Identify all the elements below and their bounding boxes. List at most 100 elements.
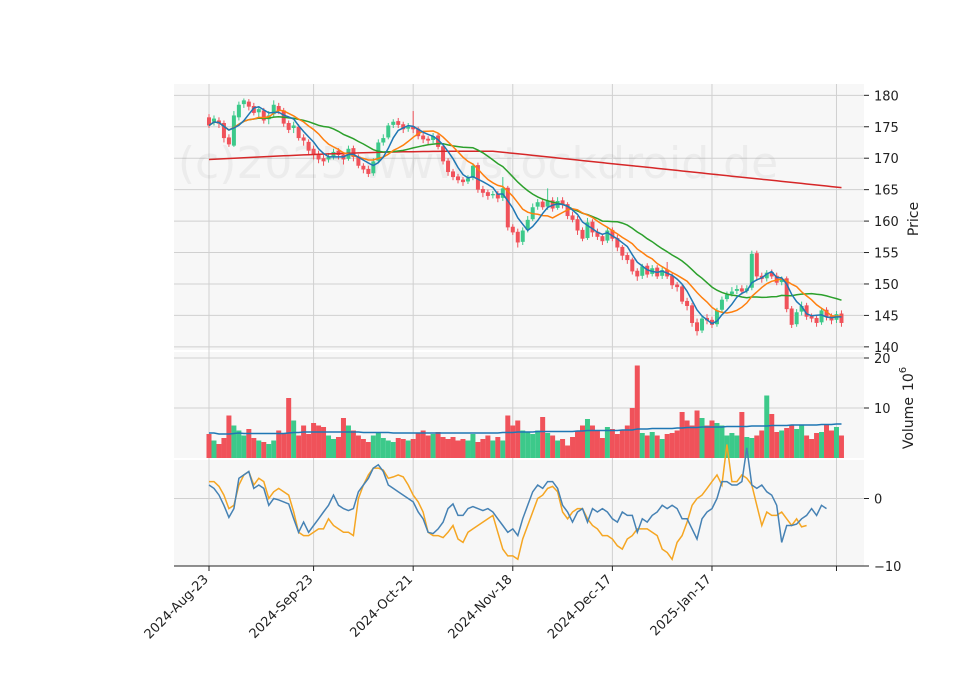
volume-bar (838, 435, 844, 458)
candle-body (525, 219, 530, 230)
candle-body (326, 156, 331, 160)
volume-bar (316, 425, 322, 458)
candle-body (356, 156, 361, 166)
price-axis-tick-label: 150 (874, 278, 899, 293)
candle-body (381, 138, 386, 143)
volume-bar (206, 434, 212, 458)
volume-bar (759, 430, 765, 458)
volume-bar (276, 430, 282, 458)
oscillator-panel-bg (174, 460, 864, 566)
volume-bar (470, 434, 476, 458)
price-axis-tick-label: 175 (874, 121, 899, 136)
volume-bar (530, 434, 536, 458)
candle-body (754, 253, 759, 277)
candle-body (251, 106, 256, 113)
candle-body (610, 229, 615, 239)
volume-bar (216, 444, 222, 458)
volume-bar (485, 435, 491, 458)
volume-bar (719, 425, 725, 458)
candle-body (495, 193, 500, 199)
volume-bar (674, 430, 680, 458)
volume-bar (291, 420, 297, 458)
volume-panel (206, 365, 844, 458)
candle-body (301, 137, 306, 141)
candle-body (207, 117, 211, 126)
candle-body (769, 272, 774, 277)
candle-body (475, 165, 480, 190)
volume-bar (465, 440, 471, 458)
candle-body (605, 230, 610, 241)
candle-body (226, 137, 231, 145)
volume-bar (555, 440, 561, 458)
volume-bar (241, 435, 247, 458)
volume-bar (340, 418, 346, 458)
volume-bar (774, 432, 780, 458)
oscillator-panel (208, 444, 827, 561)
candle-body (575, 219, 580, 231)
volume-bar (211, 440, 217, 458)
candle-body (809, 316, 814, 319)
candle-body (625, 255, 630, 261)
price-axis-tick-label: 170 (874, 152, 899, 167)
volume-bar (271, 440, 277, 458)
volume-bar (335, 437, 341, 458)
candle-body (211, 118, 216, 122)
volume-bar (520, 430, 526, 458)
volume-bar (385, 440, 391, 458)
price-axis-tick-label: 165 (874, 184, 899, 199)
volume-bar (644, 435, 650, 458)
candle-body (550, 200, 555, 209)
candle-body (321, 158, 326, 162)
candle-body (739, 288, 744, 292)
volume-bar (654, 435, 660, 458)
volume-bar (370, 435, 376, 458)
volume-bar (296, 435, 302, 458)
candle-body (221, 122, 226, 139)
price-panel-bg (174, 84, 864, 350)
candle-body (401, 124, 406, 130)
panel-backgrounds (174, 84, 864, 566)
candle-body (714, 310, 719, 325)
candle-body (371, 161, 376, 174)
volume-bar (779, 430, 785, 458)
volume-bar (326, 435, 332, 458)
candle-body (261, 110, 266, 121)
volume-bar (754, 435, 760, 458)
volume-bar (694, 410, 700, 458)
volume-bar (331, 439, 336, 458)
candle-body (246, 101, 251, 107)
volume-bar (739, 412, 745, 458)
x-axis-tick-label: 2024-Sep-23 (247, 572, 317, 642)
volume-axis-label-base: 10 (901, 373, 917, 391)
price-axis-tick-label: 140 (874, 341, 899, 356)
candle-body (306, 141, 311, 151)
volume-bar (246, 429, 252, 458)
oscillator-axis-tick-label: −10 (874, 560, 901, 575)
volume-bar (614, 434, 620, 458)
volume-bar (540, 417, 546, 458)
volume-bar (639, 433, 645, 458)
candle-body (366, 168, 371, 174)
candle-body (779, 278, 784, 283)
volume-bar (799, 425, 805, 458)
oscillator-line-a (208, 447, 827, 543)
sma-mid-line (208, 109, 842, 318)
volume-bar (729, 433, 735, 458)
volume-bar (405, 440, 411, 458)
price-axis-tick-label: 160 (874, 215, 899, 230)
candle-body (560, 200, 565, 205)
volume-bar (634, 365, 640, 458)
volume-axis-tick-label: 20 (874, 352, 891, 367)
volume-bar (604, 427, 610, 458)
volume-bar (525, 432, 531, 458)
candle-body (271, 104, 276, 115)
volume-bar (599, 438, 605, 458)
volume-bar (794, 429, 800, 458)
volume-bar (311, 423, 317, 458)
candle-body (719, 299, 724, 310)
volume-bar (301, 425, 307, 458)
price-panel (207, 98, 844, 336)
volume-bar (789, 425, 795, 458)
volume-axis-label-power: 6 (898, 367, 909, 373)
